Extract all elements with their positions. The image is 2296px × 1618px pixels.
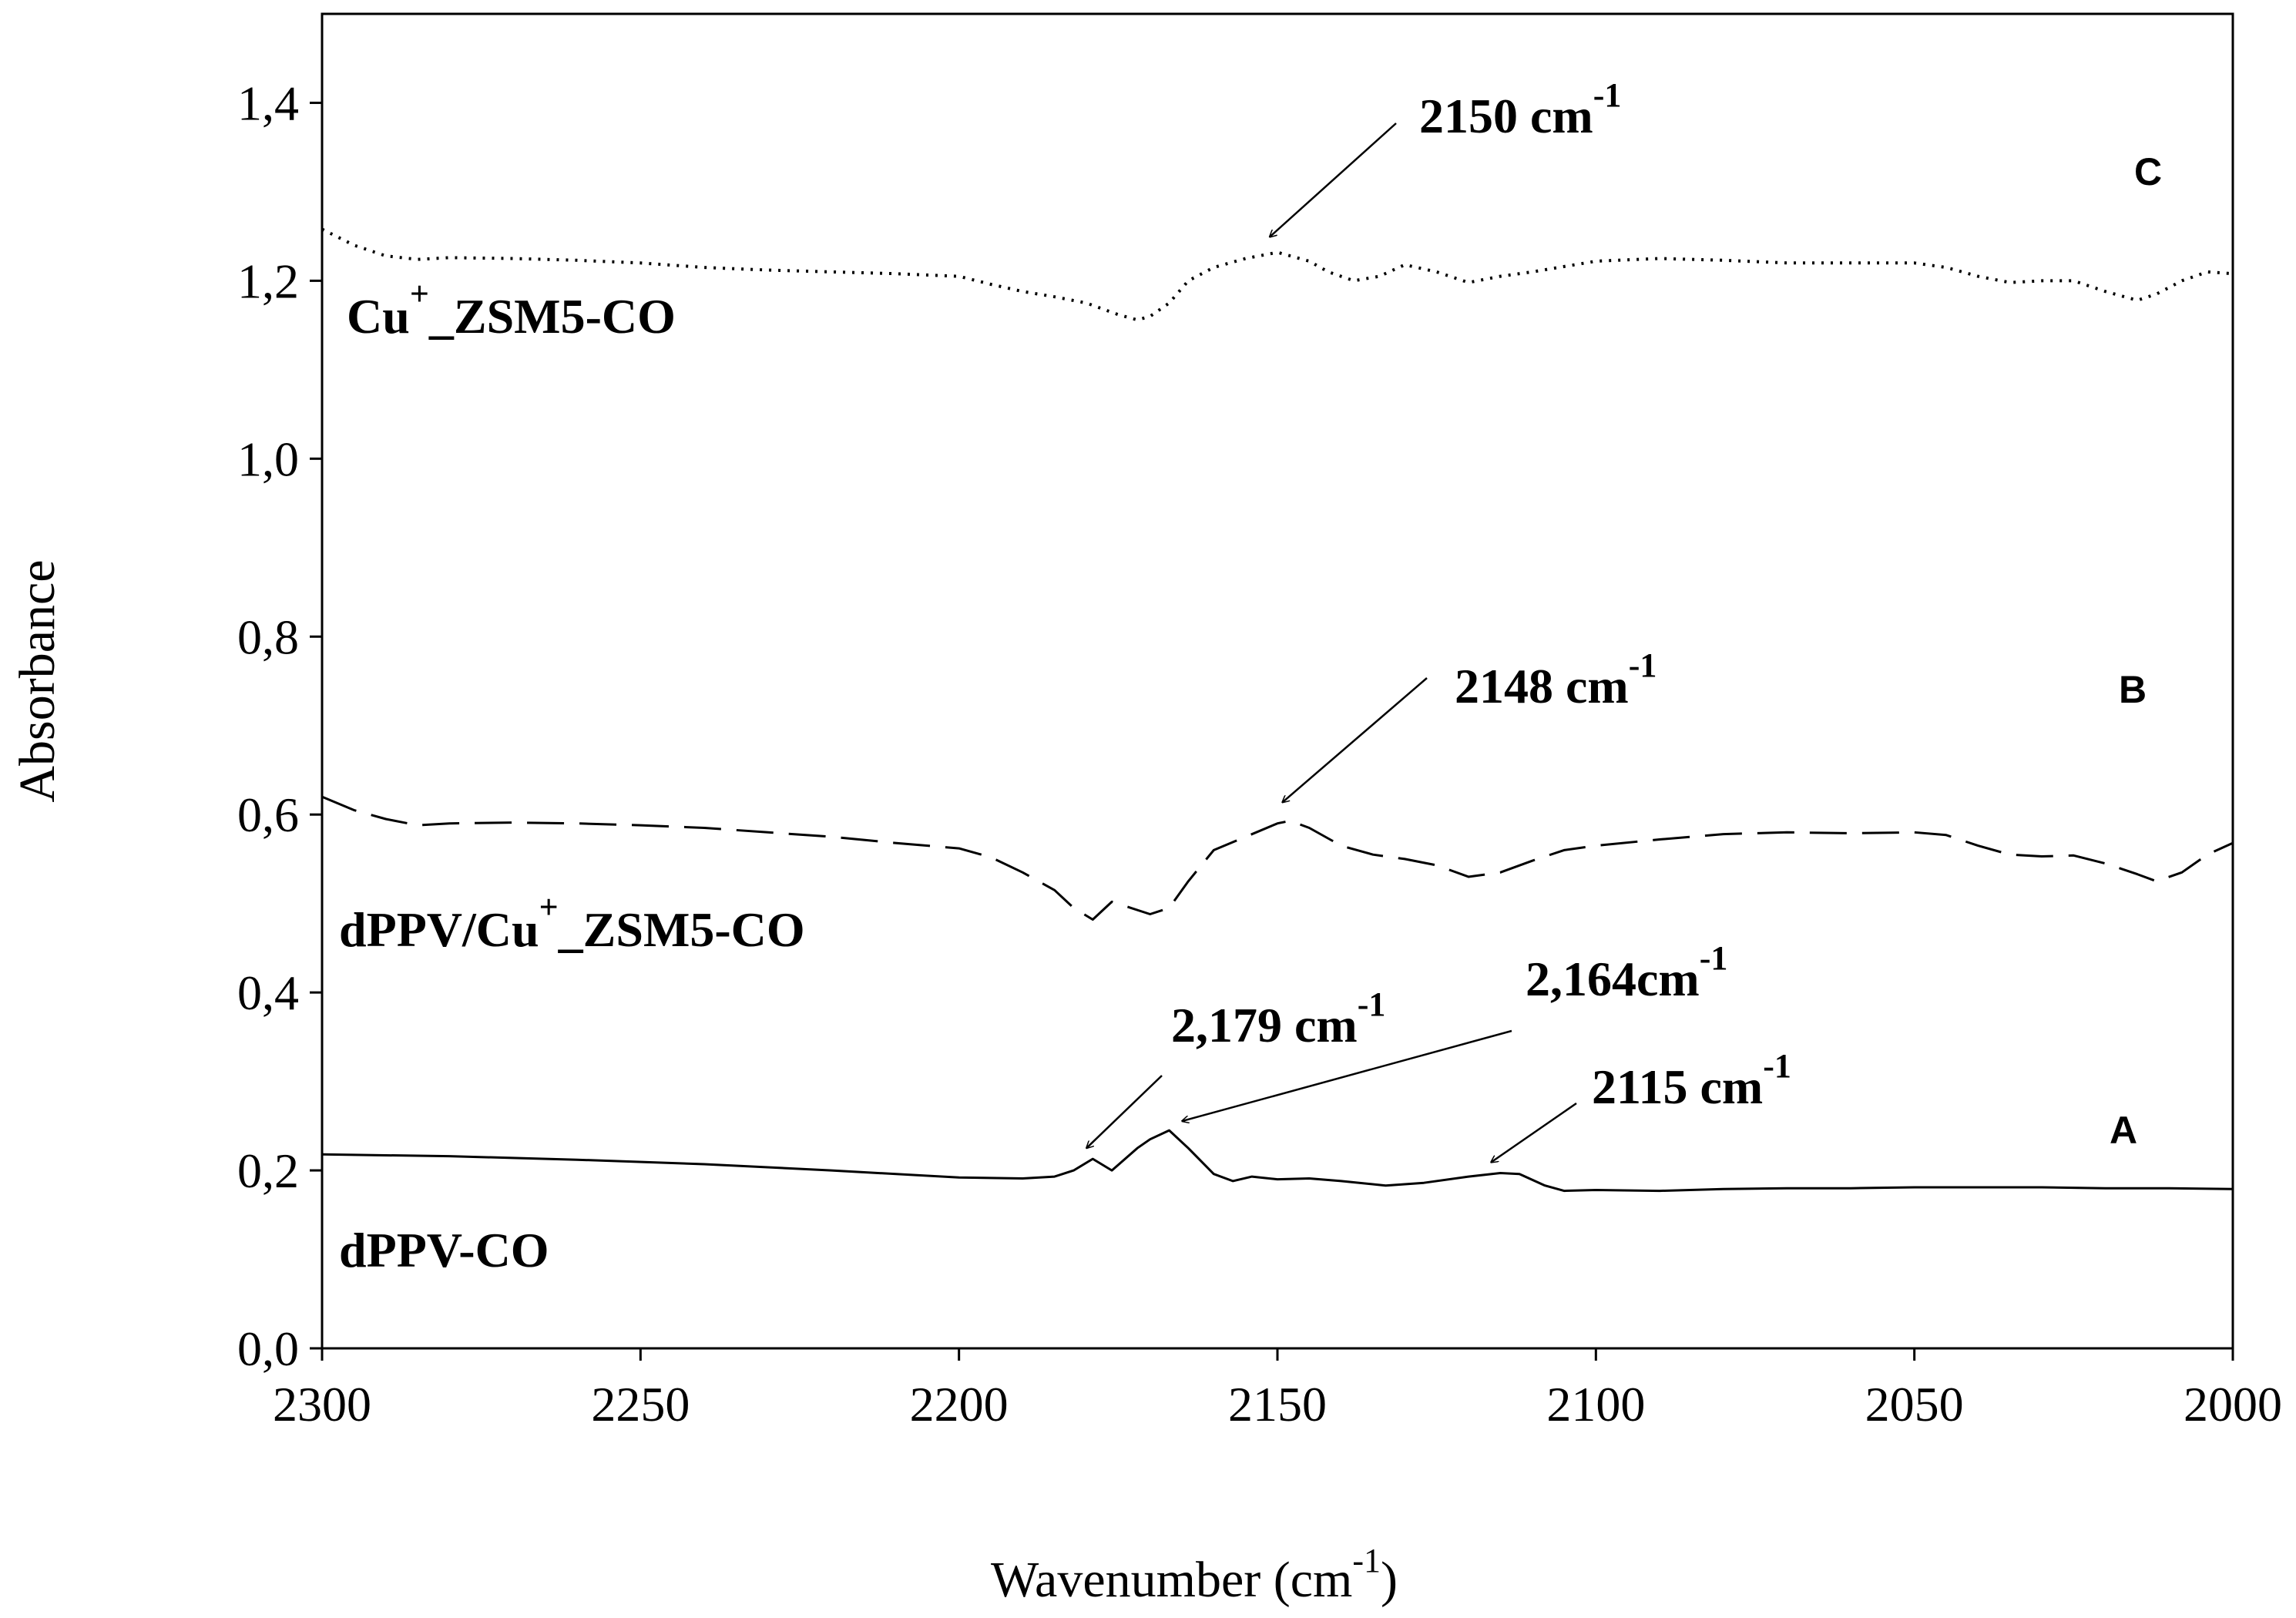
annotation-label-sup: -1	[1358, 985, 1386, 1023]
y-tick-label: 1,0	[237, 431, 299, 486]
x-tick-label: 2200	[910, 1377, 1009, 1432]
annotation-arrow	[1182, 1029, 1512, 1121]
y-tick-label: 0,4	[237, 965, 299, 1020]
y-tick-label: 1,2	[237, 253, 299, 308]
series-letter-c: C	[2134, 150, 2162, 193]
annotation-arrow	[1270, 123, 1397, 237]
series-label-b-rest: _ZSM5-CO	[558, 902, 805, 957]
annotation-label-sup: -1	[1763, 1047, 1791, 1085]
annotation-label-text: 2115 cm	[1592, 1059, 1763, 1114]
annotation-label-text: 2,179 cm	[1171, 998, 1358, 1052]
x-axis-title-sup: -1	[1352, 1542, 1381, 1579]
series-layer	[321, 227, 2234, 1193]
series-letter-b: B	[2119, 668, 2147, 711]
series-label-b-name: dPPV/Cu	[339, 902, 539, 957]
series-label-a: dPPV-CO	[339, 1223, 549, 1277]
y-tick-label: 1,4	[237, 76, 299, 130]
annotation-label: 2,179 cm-1	[1171, 985, 1385, 1052]
series-line-b	[321, 795, 2234, 921]
annotation-arrow	[1086, 1075, 1163, 1148]
annotation-label-sup: -1	[1700, 939, 1728, 977]
series-line-a	[321, 1129, 2234, 1193]
annotation-label-sup: -1	[1593, 76, 1622, 114]
x-axis-title-text: Wavenumber (cm	[991, 1552, 1352, 1608]
series-label-c: Cu+_ZSM5-CO	[347, 275, 676, 344]
series-label-b-sup: +	[539, 888, 559, 926]
x-axis-title: Wavenumber (cm-1)	[991, 1542, 1398, 1608]
x-tick-label: 2100	[1546, 1377, 1645, 1432]
series-letter-a: A	[2110, 1109, 2137, 1152]
annotation-label-text: 2148 cm	[1455, 659, 1629, 713]
x-tick-label: 2300	[273, 1377, 371, 1432]
series-label-c-name: Cu	[347, 289, 410, 344]
x-tick-label: 2250	[591, 1377, 690, 1432]
annotation-label: 2,164cm-1	[1526, 939, 1727, 1006]
annotation-label: 2148 cm-1	[1455, 646, 1657, 713]
y-tick-label: 0,8	[237, 609, 299, 664]
annotation-label: 2150 cm-1	[1419, 76, 1621, 143]
x-axis-title-close: )	[1381, 1552, 1398, 1608]
annotation-arrow	[1283, 677, 1428, 802]
series-label-b: dPPV/Cu+_ZSM5-CO	[339, 888, 805, 957]
x-tick-label: 2050	[1865, 1377, 1964, 1432]
annotation-label-text: 2150 cm	[1419, 89, 1593, 143]
y-axis-ticks: 0,0 0,2 0,4 0,6 0,8 1,0 1,2 1,4	[237, 76, 322, 1376]
y-tick-label: 0,2	[237, 1143, 299, 1198]
y-tick-label: 0,0	[237, 1321, 299, 1376]
annotation-label: 2115 cm-1	[1592, 1047, 1791, 1114]
annotation-label-text: 2,164cm	[1526, 952, 1700, 1006]
y-tick-label: 0,6	[237, 787, 299, 842]
annotation-label-sup: -1	[1629, 646, 1657, 684]
annotation-arrow	[1491, 1102, 1577, 1163]
x-tick-label: 2150	[1228, 1377, 1327, 1432]
y-axis-title: Absorbance	[9, 559, 65, 802]
plot-frame	[321, 12, 2234, 1350]
x-axis-ticks: 2300 2250 2200 2150 2100 2050 2000	[273, 1348, 2282, 1432]
x-tick-label: 2000	[2184, 1377, 2282, 1432]
series-label-c-rest: _ZSM5-CO	[428, 289, 676, 344]
series-label-c-sup: +	[410, 275, 429, 313]
